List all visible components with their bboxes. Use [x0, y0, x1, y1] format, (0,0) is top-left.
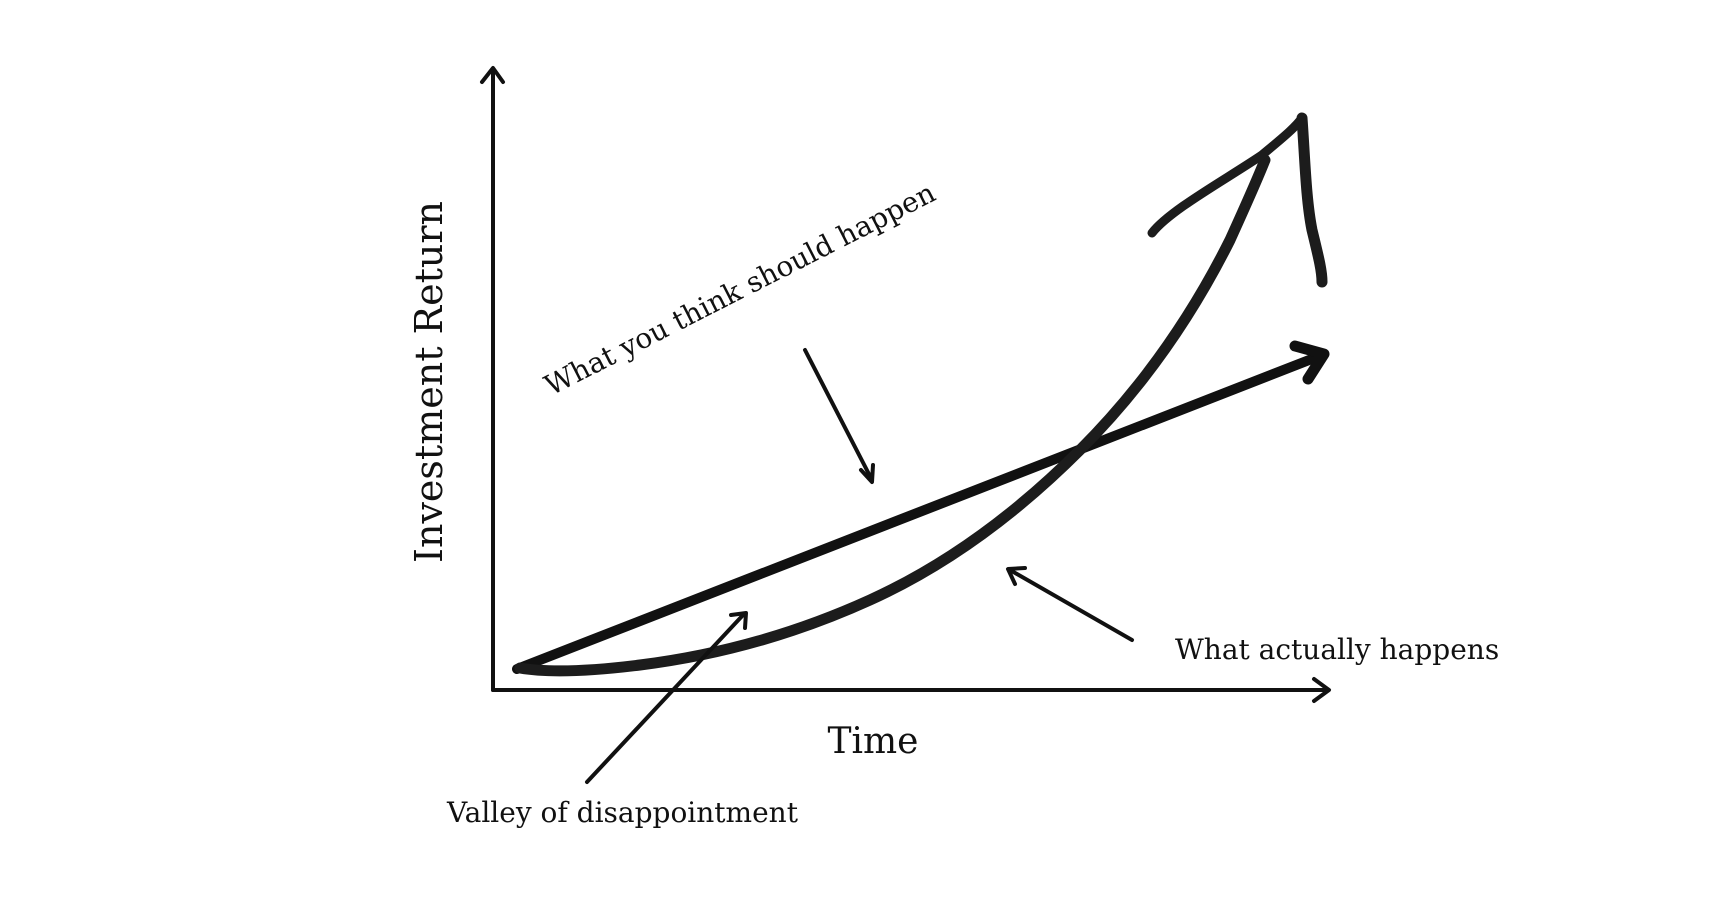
y-axis-label: Investment Return [407, 201, 451, 563]
valley-pointer-arrowhead [729, 611, 748, 630]
actual-pointer-arrow [1008, 568, 1134, 642]
x-axis-arrowhead [1312, 677, 1331, 703]
expected-pointer-arrow [803, 348, 874, 482]
actual-pointer-arrowhead [1006, 566, 1027, 586]
expected-line-arrowhead [1289, 340, 1330, 385]
valley-pointer-arrow [585, 612, 746, 784]
valley-annotation: Valley of disappointment [446, 796, 799, 829]
actual-annotation: What actually happens [1175, 633, 1499, 666]
expected-annotation: What you think should happen [539, 176, 940, 402]
x-axis-label: Time [828, 721, 919, 762]
actual-curve-arrowhead-right [1296, 112, 1328, 288]
expected-line [512, 340, 1330, 674]
actual-curve [514, 112, 1328, 677]
y-axis-arrowhead [480, 66, 505, 84]
actual-curve-arrowhead-left [1147, 113, 1307, 238]
actual-curve-stroke [514, 154, 1271, 677]
expected-line-shaft [512, 350, 1327, 674]
axes [480, 66, 1331, 703]
expected-pointer-arrowhead [859, 463, 875, 484]
pointer-arrows [585, 348, 1134, 784]
